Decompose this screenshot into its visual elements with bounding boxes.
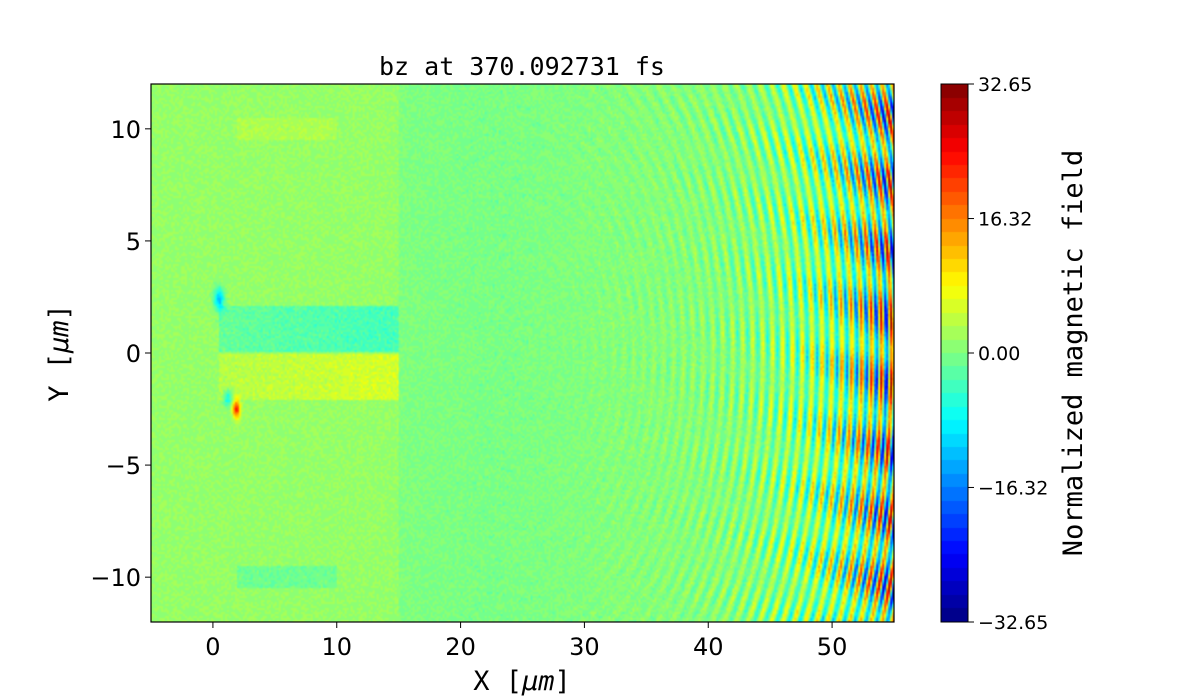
y-tick-label: −5 [106, 452, 141, 480]
colorbar-tick-label: −32.65 [978, 612, 1048, 634]
y-axis-label: Y [μm] [44, 304, 75, 402]
y-tick-label: 5 [126, 228, 141, 256]
ticks: 0 10 20 30 40 50 −10 −5 0 5 10 32.65 16.32 0.00 −16.32… [90, 74, 1048, 661]
chart-title: bz at 370.092731 fs [379, 52, 665, 81]
x-tick-label: 40 [693, 633, 724, 661]
x-tick-label: 50 [817, 633, 848, 661]
x-tick-label: 20 [445, 633, 476, 661]
colorbar-gradient [941, 84, 968, 622]
colorbar-tick-label: −16.32 [978, 477, 1048, 499]
plot-frame [150, 83, 895, 623]
field-heatmap [151, 84, 894, 622]
colorbar-tick-label: 0.00 [978, 343, 1020, 365]
x-tick-label: 10 [321, 633, 352, 661]
y-tick-label: 10 [110, 116, 141, 144]
colorbar-tick-label: 16.32 [978, 209, 1032, 231]
x-axis-label: X [μm] [473, 666, 571, 697]
y-tick-label: −10 [90, 564, 141, 592]
x-tick-label: 0 [205, 633, 220, 661]
colorbar-frame [940, 83, 969, 623]
x-tick-label: 30 [569, 633, 600, 661]
colorbar-tick-label: 32.65 [978, 74, 1032, 96]
colorbar-label: Normalized magnetic field [1058, 150, 1089, 556]
y-tick-label: 0 [126, 340, 141, 368]
